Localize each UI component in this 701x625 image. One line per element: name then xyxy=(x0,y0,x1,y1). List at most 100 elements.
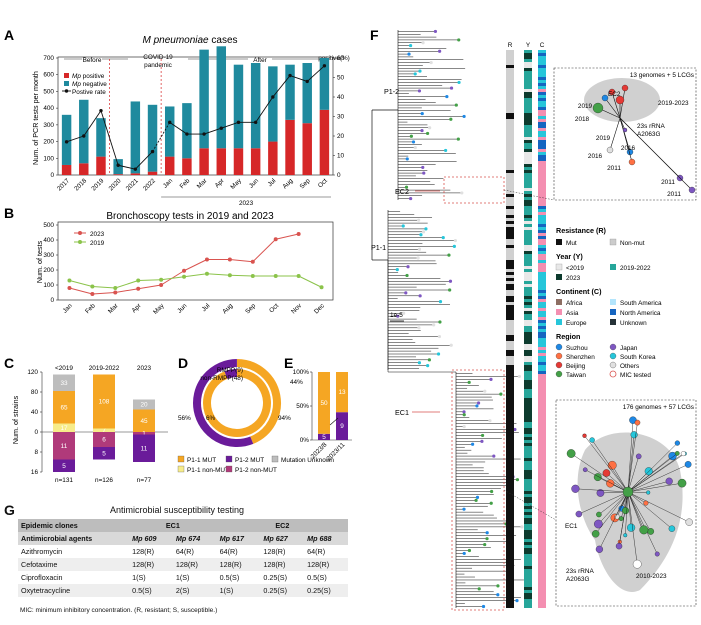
strip-c-cell xyxy=(538,185,546,188)
bar-e-bottom-label: 5 xyxy=(322,434,326,441)
inset-bottom-edge xyxy=(627,491,643,531)
ec1-tip xyxy=(467,380,471,384)
legend-unknown-swatch xyxy=(271,455,279,463)
p11-tip xyxy=(417,361,422,365)
bar-positive-2021 xyxy=(130,173,141,175)
legend-south-korea: South Korea xyxy=(620,354,656,361)
bar-c-P1-1 MUT-2023 xyxy=(133,409,155,432)
p11-tip xyxy=(452,244,456,248)
ec1-tip xyxy=(499,392,503,396)
strip-r-cell xyxy=(506,440,514,443)
bar-c-P1-1 MUT-2019-2022 xyxy=(93,374,115,429)
strip-r-cell xyxy=(506,455,514,458)
panel-d-pct-6: 6% xyxy=(206,415,216,422)
panel-a-ytick-label: 700 xyxy=(43,55,54,62)
strip-c-cell xyxy=(538,428,546,431)
strip-y-cell xyxy=(524,362,532,365)
strip-y-cell xyxy=(524,530,532,533)
point-2019-Feb xyxy=(90,284,95,289)
strip-r-cell xyxy=(506,122,514,125)
inset-bottom-node xyxy=(591,530,600,538)
p12-tip xyxy=(418,69,422,73)
rate-line-segment xyxy=(306,65,325,82)
legend-p11-mut-swatch xyxy=(177,455,185,463)
strip-r-cell xyxy=(506,407,514,410)
strip-c-cell xyxy=(538,599,546,602)
line-2019 xyxy=(138,279,162,281)
p12-tip xyxy=(449,117,453,121)
table-row: Ciprofloxacin 1(S) 1(S) 0.5(S) 0.25(S) 0.5(S) xyxy=(18,571,348,584)
strip-r-cell xyxy=(506,221,514,224)
strip-r-cell xyxy=(506,575,514,578)
strip-r-cell xyxy=(506,482,514,485)
legend-f: Resistance (R) Mut Non-mut Year (Y) <201… xyxy=(555,226,662,379)
panel-e-ytick-label: 0% xyxy=(300,437,310,444)
strip-y-cell xyxy=(524,245,532,248)
bar-c-label: 17 xyxy=(60,425,68,432)
rate-line-segment xyxy=(221,121,239,129)
strip-r-cell xyxy=(506,110,514,113)
strip-c-cell xyxy=(538,473,546,476)
strip-r-cell xyxy=(506,353,514,356)
strip-r-cell xyxy=(506,125,514,128)
strip-c-cell xyxy=(538,380,546,383)
strip-y-cell xyxy=(524,122,532,125)
inset-bottom-node xyxy=(630,431,638,439)
strip-y-cell xyxy=(524,293,532,296)
inset-top-edge xyxy=(619,117,693,191)
line-2019 xyxy=(183,273,208,278)
p12-tip xyxy=(413,72,417,76)
panel-a-y2tick-label: 30 xyxy=(337,114,345,121)
inset-bottom-years: 2010-2023 xyxy=(636,573,667,580)
inset-bottom-node xyxy=(668,451,677,461)
strip-r-cell xyxy=(506,551,514,554)
inset-bottom-node xyxy=(602,469,611,477)
line-2019 xyxy=(229,274,253,277)
strip-y-cell xyxy=(524,437,532,440)
strip-c-cell xyxy=(538,593,546,596)
strip-c-cell xyxy=(538,290,546,293)
panel-a-ytick-label: 0 xyxy=(50,172,54,179)
strip-r-cell xyxy=(506,140,514,143)
strip-y-cell xyxy=(524,560,532,563)
strip-y-cell xyxy=(524,74,532,77)
ec1-tip xyxy=(517,374,521,379)
strip-c-cell xyxy=(538,152,546,155)
strip-c-cell xyxy=(538,227,546,230)
bar-negative-Jun xyxy=(250,63,261,149)
strip-c-cell xyxy=(538,401,546,404)
p12-tip xyxy=(405,157,409,161)
strip-y-cell xyxy=(524,248,532,251)
panel-a-xtick-label: Jan xyxy=(162,177,175,190)
legend-south-america: South America xyxy=(620,300,662,307)
strip-y-cell xyxy=(524,230,532,233)
inset-bottom-edge xyxy=(591,439,629,493)
strip-c-cell xyxy=(538,263,546,266)
strip-c-cell xyxy=(538,110,546,113)
legend-shenzhen-dot xyxy=(555,352,563,360)
bar-negative-2018 xyxy=(79,99,89,164)
ec1-tip xyxy=(515,478,520,482)
strip-c-cell xyxy=(538,407,546,410)
panel-b-frame xyxy=(57,221,334,301)
inset-bottom-node xyxy=(665,477,673,485)
strip-r-cell xyxy=(506,365,514,368)
inset-bottom-node xyxy=(618,516,624,521)
legend-nonmut-swatch xyxy=(609,238,617,246)
p11-tip xyxy=(417,247,422,251)
legend-a-rate-marker xyxy=(64,89,69,93)
point-2023-Feb xyxy=(90,292,95,296)
bar-positive-2022 xyxy=(147,171,158,175)
line-2019 xyxy=(161,276,185,281)
strip-c-cell xyxy=(538,392,546,395)
ec1-tip xyxy=(475,495,480,499)
inset-bottom-node xyxy=(582,433,587,438)
mic-value: 128(R) xyxy=(263,547,286,556)
legend-year-lt2019: <2019 xyxy=(566,265,584,272)
strip-c-cell xyxy=(538,113,546,116)
bar-c-Mutation Unknown-<2019 xyxy=(53,374,75,391)
panel-c-ytick-label: 120 xyxy=(27,369,38,376)
strip-y-cell xyxy=(524,272,532,275)
p11-tip xyxy=(436,352,441,356)
strip-c-cell xyxy=(538,338,546,341)
